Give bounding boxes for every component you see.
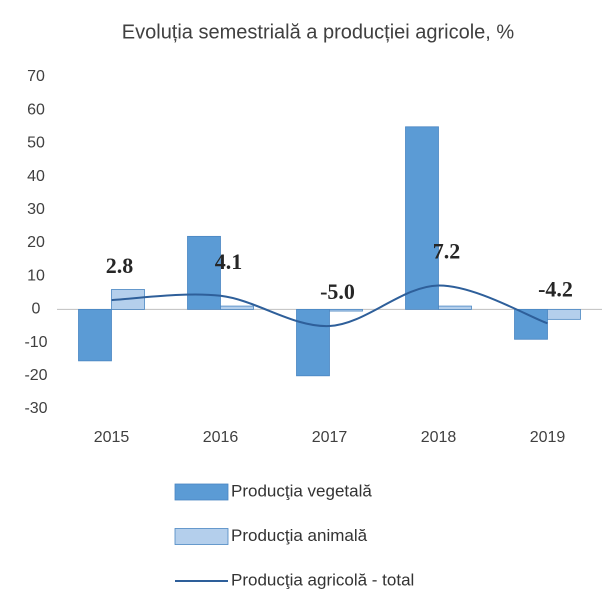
legend-swatch — [174, 483, 229, 501]
bar — [438, 305, 472, 310]
x-tick-label: 2016 — [203, 429, 239, 446]
data-label: 7.2 — [433, 239, 461, 264]
x-tick-label: 2015 — [94, 429, 130, 446]
y-tick-label: -30 — [24, 400, 47, 417]
bar — [220, 305, 254, 310]
y-tick-label: 40 — [27, 168, 45, 185]
legend-swatch — [174, 528, 229, 545]
y-tick-label: 20 — [27, 234, 45, 251]
legend-label: Producţia agricolă - total — [231, 570, 414, 589]
data-label: 4.1 — [215, 249, 243, 274]
bar — [187, 235, 221, 310]
chart-title: Evoluția semestrială a producției agrico… — [122, 21, 515, 43]
bar — [514, 308, 548, 340]
y-tick-label: 30 — [27, 201, 45, 218]
bar — [405, 126, 439, 310]
legend-label: Producţia vegetală — [231, 481, 372, 500]
data-label: -4.2 — [538, 276, 573, 301]
bar — [329, 308, 363, 312]
bar — [296, 308, 330, 377]
y-tick-label: -10 — [24, 334, 47, 351]
data-label: -5.0 — [320, 279, 355, 304]
bar — [78, 308, 112, 362]
line — [111, 284, 548, 328]
y-tick-label: 10 — [27, 267, 45, 284]
y-tick-label: 70 — [27, 68, 45, 85]
y-tick-label: -20 — [24, 367, 47, 384]
y-tick-label: 50 — [27, 135, 45, 152]
data-label: 2.8 — [106, 253, 134, 278]
legend-label: Producţia animală — [231, 526, 368, 545]
x-tick-label: 2018 — [421, 429, 457, 446]
y-tick-label: 0 — [32, 301, 41, 318]
x-tick-label: 2017 — [312, 429, 348, 446]
bar — [547, 308, 581, 320]
x-tick-label: 2019 — [530, 429, 566, 446]
y-tick-label: 60 — [27, 101, 45, 118]
